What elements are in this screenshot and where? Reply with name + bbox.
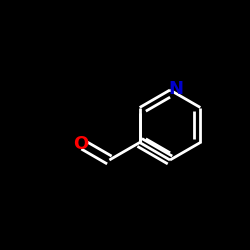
Text: N: N (168, 80, 183, 98)
Text: O: O (74, 135, 89, 153)
